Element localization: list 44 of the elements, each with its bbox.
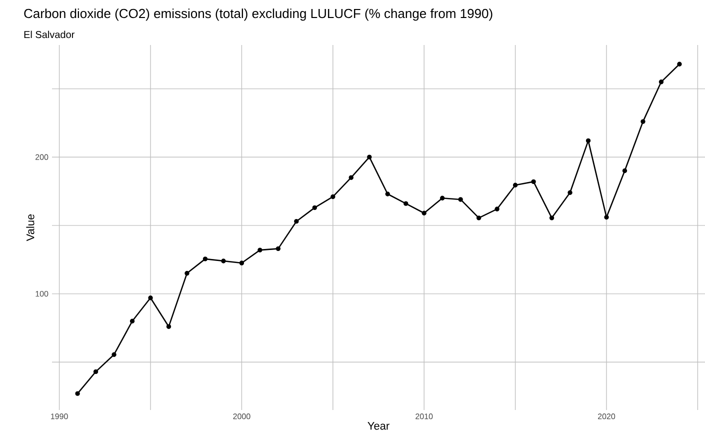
point bbox=[404, 201, 408, 206]
point bbox=[276, 246, 281, 252]
x-axis-title: Year bbox=[368, 422, 390, 430]
point bbox=[148, 296, 153, 300]
x-tick-label: 2010 bbox=[416, 414, 433, 420]
point bbox=[202, 256, 208, 262]
chart-title: Carbon dioxide (CO2) emissions (total) excluding LULUCF (% change from 1990) bbox=[24, 8, 492, 21]
point bbox=[494, 206, 500, 212]
y-axis-title: Value bbox=[26, 214, 34, 242]
y-tick-label: 100 bbox=[36, 290, 48, 297]
point bbox=[568, 190, 572, 195]
point bbox=[184, 270, 190, 276]
point bbox=[367, 154, 372, 160]
point bbox=[604, 214, 609, 220]
point bbox=[112, 352, 116, 357]
point bbox=[422, 210, 426, 216]
point bbox=[622, 168, 628, 174]
point bbox=[258, 248, 262, 252]
point bbox=[239, 260, 244, 266]
point bbox=[440, 196, 445, 200]
chart-subtitle: El Salvador bbox=[24, 30, 74, 38]
point bbox=[312, 205, 318, 210]
point bbox=[75, 391, 80, 396]
point bbox=[130, 318, 135, 324]
point bbox=[549, 216, 554, 220]
point bbox=[476, 216, 482, 220]
y-tick-label: 200 bbox=[36, 154, 48, 160]
point bbox=[385, 192, 390, 196]
x-tick-label: 1990 bbox=[51, 414, 68, 420]
point bbox=[458, 197, 463, 202]
point bbox=[658, 80, 664, 84]
point bbox=[93, 369, 98, 374]
point bbox=[531, 179, 536, 184]
point bbox=[221, 258, 226, 264]
point bbox=[640, 119, 646, 124]
point bbox=[677, 62, 682, 66]
point bbox=[348, 175, 354, 180]
point bbox=[330, 194, 336, 200]
point bbox=[586, 138, 591, 144]
point bbox=[294, 218, 299, 224]
x-tick-label: 2000 bbox=[233, 414, 250, 420]
x-tick-label: 2020 bbox=[598, 414, 616, 420]
point bbox=[512, 182, 518, 188]
point bbox=[166, 324, 172, 329]
